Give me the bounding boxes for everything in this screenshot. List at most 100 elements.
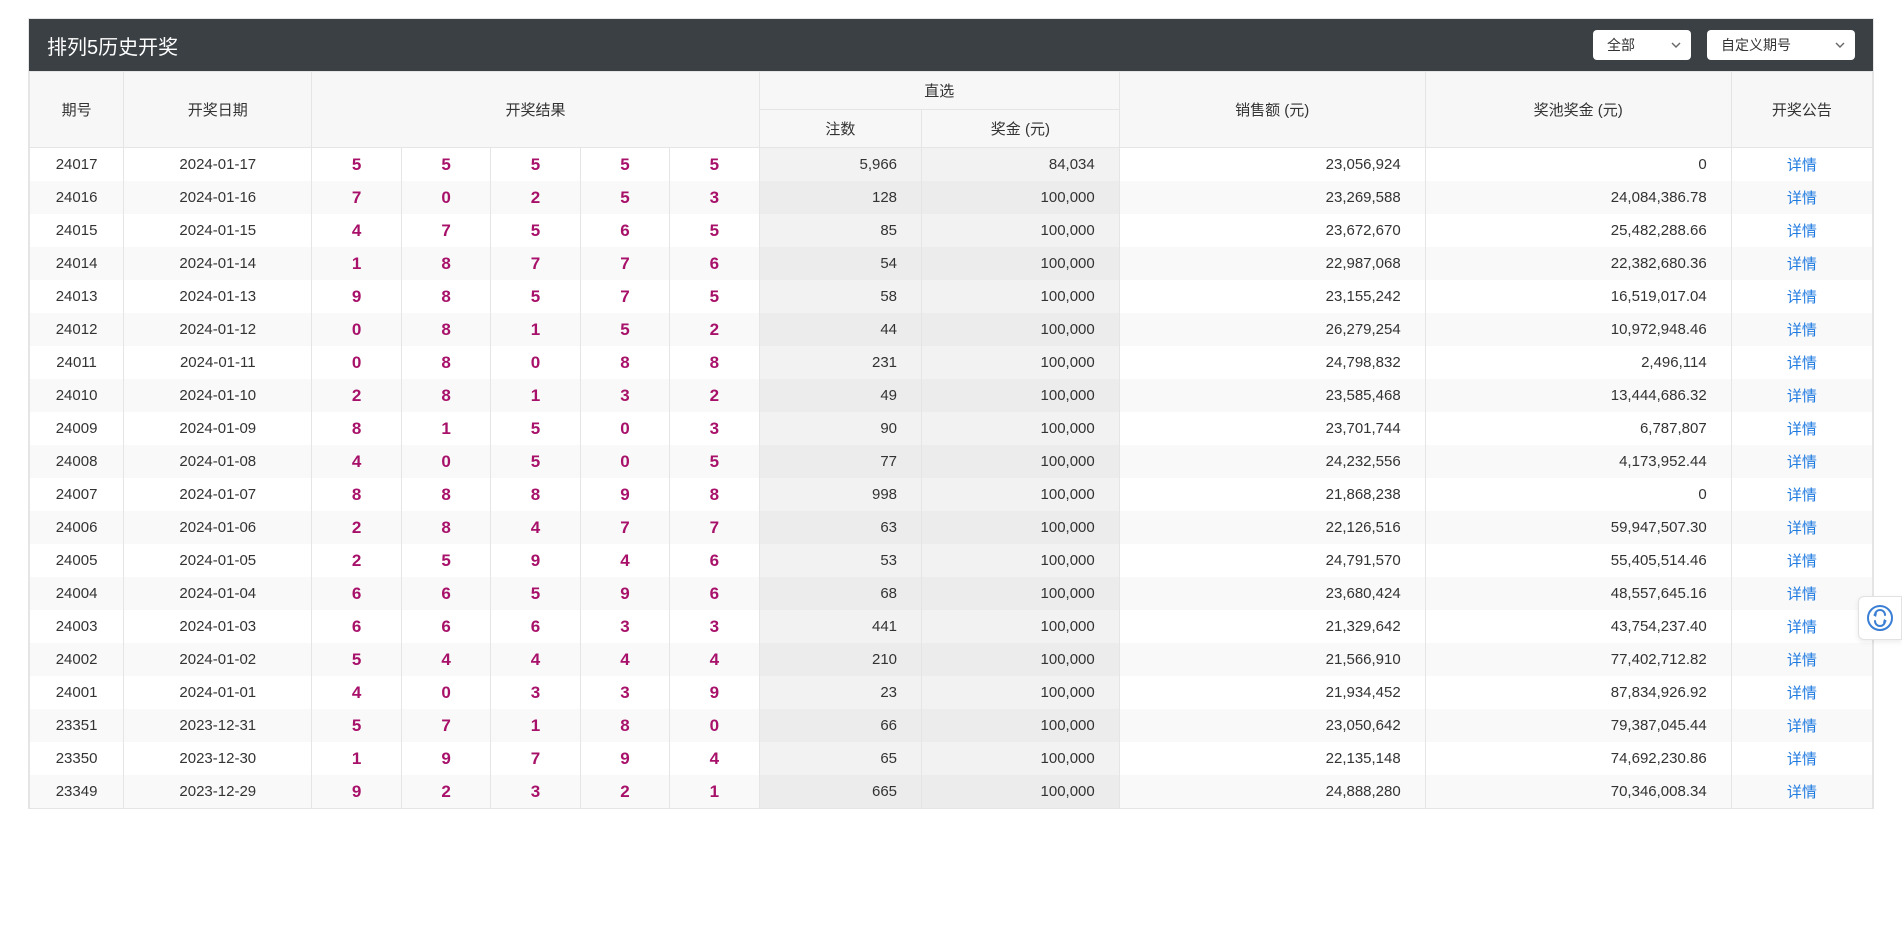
cell-ball: 7: [401, 709, 490, 742]
cell-ball: 5: [401, 544, 490, 577]
cell-pool: 79,387,045.44: [1425, 709, 1731, 742]
cell-ball: 9: [580, 478, 669, 511]
cell-date: 2024-01-07: [124, 478, 312, 511]
cell-pool: 55,405,514.46: [1425, 544, 1731, 577]
detail-link[interactable]: 详情: [1787, 322, 1817, 339]
cell-ball: 3: [491, 676, 580, 709]
cell-detail: 详情: [1731, 148, 1872, 182]
cell-sales: 23,701,744: [1119, 412, 1425, 445]
cell-issue: 24014: [30, 247, 124, 280]
cell-bonus: 100,000: [922, 313, 1120, 346]
table-row: 240072024-01-0788898998100,00021,868,238…: [30, 478, 1873, 511]
detail-link[interactable]: 详情: [1787, 256, 1817, 273]
cell-ball: 4: [670, 742, 759, 775]
detail-link[interactable]: 详情: [1787, 520, 1817, 537]
cell-ball: 2: [312, 379, 401, 412]
cell-ball: 1: [312, 742, 401, 775]
cell-date: 2023-12-29: [124, 775, 312, 808]
cell-ball: 2: [312, 544, 401, 577]
cell-date: 2024-01-17: [124, 148, 312, 182]
detail-link[interactable]: 详情: [1787, 454, 1817, 471]
cell-sales: 21,566,910: [1119, 643, 1425, 676]
cell-ball: 3: [491, 775, 580, 808]
cell-bonus: 100,000: [922, 544, 1120, 577]
detail-link[interactable]: 详情: [1787, 223, 1817, 240]
cell-date: 2024-01-05: [124, 544, 312, 577]
cell-detail: 详情: [1731, 181, 1872, 214]
cell-pool: 2,496,114: [1425, 346, 1731, 379]
float-help-button[interactable]: [1858, 596, 1902, 640]
cell-ball: 8: [312, 478, 401, 511]
cell-ball: 9: [312, 280, 401, 313]
filter-all-label: 全部: [1607, 35, 1635, 55]
detail-link[interactable]: 详情: [1787, 289, 1817, 306]
cell-detail: 详情: [1731, 676, 1872, 709]
cell-detail: 详情: [1731, 610, 1872, 643]
cell-detail: 详情: [1731, 742, 1872, 775]
table-row: 233492023-12-2992321665100,00024,888,280…: [30, 775, 1873, 808]
detail-link[interactable]: 详情: [1787, 553, 1817, 570]
cell-issue: 24010: [30, 379, 124, 412]
cell-bonus: 100,000: [922, 742, 1120, 775]
cell-sales: 22,126,516: [1119, 511, 1425, 544]
cell-ball: 5: [491, 445, 580, 478]
detail-link[interactable]: 详情: [1787, 718, 1817, 735]
cell-ball: 6: [580, 214, 669, 247]
detail-link[interactable]: 详情: [1787, 784, 1817, 801]
table-row: 240062024-01-062847763100,00022,126,5165…: [30, 511, 1873, 544]
cell-issue: 24009: [30, 412, 124, 445]
cell-date: 2024-01-15: [124, 214, 312, 247]
detail-link[interactable]: 详情: [1787, 190, 1817, 207]
cell-bonus: 84,034: [922, 148, 1120, 182]
cell-ball: 6: [670, 577, 759, 610]
filter-all-select[interactable]: 全部: [1593, 30, 1691, 60]
cell-issue: 24017: [30, 148, 124, 182]
cell-bonus: 100,000: [922, 643, 1120, 676]
table-row: 240102024-01-102813249100,00023,585,4681…: [30, 379, 1873, 412]
detail-link[interactable]: 详情: [1787, 487, 1817, 504]
detail-link[interactable]: 详情: [1787, 685, 1817, 702]
cell-pool: 77,402,712.82: [1425, 643, 1731, 676]
cell-date: 2024-01-12: [124, 313, 312, 346]
cell-pool: 10,972,948.46: [1425, 313, 1731, 346]
detail-link[interactable]: 详情: [1787, 157, 1817, 174]
col-result: 开奖结果: [312, 72, 759, 148]
cell-bonus: 100,000: [922, 511, 1120, 544]
cell-ball: 0: [491, 346, 580, 379]
detail-link[interactable]: 详情: [1787, 388, 1817, 405]
cell-pool: 0: [1425, 148, 1731, 182]
cell-detail: 详情: [1731, 643, 1872, 676]
cell-ball: 6: [312, 577, 401, 610]
detail-link[interactable]: 详情: [1787, 619, 1817, 636]
col-notice: 开奖公告: [1731, 72, 1872, 148]
cell-ball: 0: [312, 313, 401, 346]
cell-ball: 5: [491, 214, 580, 247]
table-row: 240092024-01-098150390100,00023,701,7446…: [30, 412, 1873, 445]
col-issue: 期号: [30, 72, 124, 148]
detail-link[interactable]: 详情: [1787, 355, 1817, 372]
filter-custom-select[interactable]: 自定义期号: [1707, 30, 1855, 60]
cell-bonus: 100,000: [922, 379, 1120, 412]
detail-link[interactable]: 详情: [1787, 751, 1817, 768]
results-table: 期号 开奖日期 开奖结果 直选 销售额 (元) 奖池奖金 (元) 开奖公告 注数…: [29, 71, 1873, 808]
cell-date: 2024-01-14: [124, 247, 312, 280]
cell-ball: 4: [312, 445, 401, 478]
detail-link[interactable]: 详情: [1787, 652, 1817, 669]
cell-ball: 8: [312, 412, 401, 445]
cell-ball: 2: [401, 775, 490, 808]
cell-ball: 4: [312, 214, 401, 247]
cell-count: 65: [759, 742, 921, 775]
cell-ball: 4: [580, 643, 669, 676]
detail-link[interactable]: 详情: [1787, 586, 1817, 603]
cell-issue: 24016: [30, 181, 124, 214]
cell-detail: 详情: [1731, 412, 1872, 445]
cell-sales: 24,791,570: [1119, 544, 1425, 577]
cell-sales: 23,680,424: [1119, 577, 1425, 610]
table-row: 240132024-01-139857558100,00023,155,2421…: [30, 280, 1873, 313]
detail-link[interactable]: 详情: [1787, 421, 1817, 438]
cell-issue: 24002: [30, 643, 124, 676]
cell-detail: 详情: [1731, 478, 1872, 511]
cell-issue: 24003: [30, 610, 124, 643]
cell-count: 210: [759, 643, 921, 676]
cell-issue: 24008: [30, 445, 124, 478]
